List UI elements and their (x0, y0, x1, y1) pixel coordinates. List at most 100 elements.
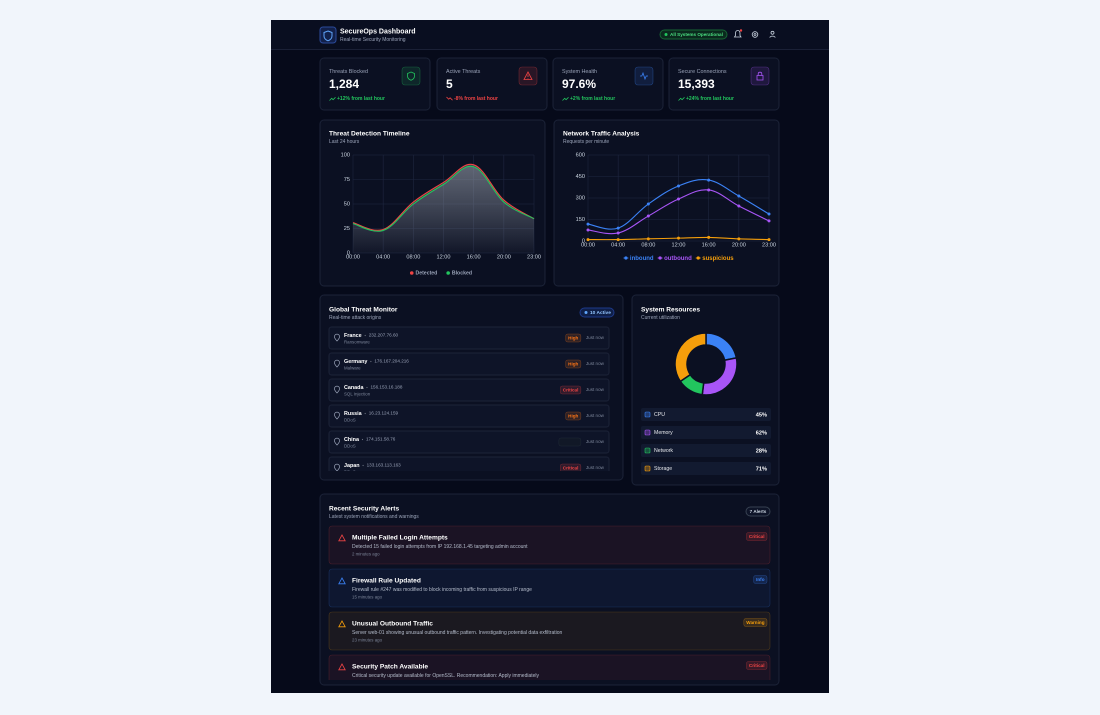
resource-row (641, 444, 771, 457)
stat-icon (640, 71, 648, 81)
alert-item[interactable]: Firewall Rule Updated Firewall rule #247 … (328, 568, 771, 608)
alert-severity-badge (753, 575, 768, 584)
series-point (737, 237, 741, 241)
x-tick-label: 16:00 (467, 254, 481, 260)
series-point (737, 194, 741, 198)
y-tick-label: 100 (341, 152, 350, 158)
alert-list: Multiple Failed Login Attempts Detected 1… (328, 525, 771, 693)
threat-ip: 156.153.16.188 (370, 385, 402, 390)
x-tick-label: 04:00 (611, 242, 625, 248)
threat-ip: 16.23.124.159 (369, 411, 399, 416)
resource-icon (644, 429, 651, 436)
stat-label: System Health (562, 69, 597, 75)
pin-icon (334, 463, 340, 471)
y-tick-label: 600 (576, 152, 585, 158)
alert-severity-badge (746, 532, 768, 541)
separator-dot (361, 438, 364, 441)
resource-value: 45% (756, 412, 767, 418)
stat-label: Secure Connections (678, 69, 727, 75)
chart-subtitle: Requests per minute (563, 139, 609, 145)
section-title: Recent Security Alerts (329, 505, 399, 512)
alert-severity-text: Critical (749, 663, 765, 668)
threat-row[interactable]: Germany 176.167.204.216 Malware Just now Hig… (328, 352, 610, 376)
settings-button[interactable] (751, 31, 759, 38)
profile-button[interactable] (769, 30, 776, 38)
x-tick-label: 20:00 (732, 242, 746, 248)
alert-time: 15 minutes ago (352, 595, 383, 600)
series-point (737, 204, 741, 208)
alert-item[interactable]: Unusual Outbound Traffic Server web-01 sh… (328, 611, 771, 651)
legend-marker (446, 271, 450, 275)
stat-icon-box (401, 66, 421, 86)
x-tick-label: 23:00 (527, 254, 541, 260)
resource-icon (644, 411, 651, 418)
notifications-button[interactable] (733, 29, 743, 38)
y-tick-label: 150 (576, 217, 585, 223)
resource-value: 71% (756, 466, 767, 472)
alert-icon (338, 663, 346, 671)
threat-row[interactable]: Canada 156.153.16.188 SQL Injection Just no… (328, 378, 610, 402)
threat-row[interactable]: Japan 133.163.113.163 DDoS Just now Critical (328, 456, 610, 479)
y-tick-label: 50 (344, 201, 350, 207)
stat-icon (756, 71, 764, 81)
alert-description: Server web-01 showing unusual outbound t… (352, 630, 563, 636)
series-point (767, 219, 771, 223)
series-point (646, 214, 650, 218)
threat-row-bg (328, 456, 610, 471)
threat-country: Canada (344, 385, 364, 391)
severity-badge (560, 463, 582, 471)
stat-value: 15,393 (678, 77, 715, 91)
stat-icon-box (750, 66, 770, 86)
series-point (677, 197, 680, 201)
series-point (767, 212, 771, 216)
x-tick-label: 20:00 (497, 254, 511, 260)
alert-description: Detected 15 failed login attempts from I… (352, 544, 528, 550)
alert-title: Firewall Rule Updated (352, 577, 421, 584)
alert-item[interactable]: Security Patch Available Critical securit… (328, 654, 771, 693)
alert-bg (328, 568, 771, 608)
chart-title: Network Traffic Analysis (563, 130, 640, 137)
chart-title: Threat Detection Timeline (329, 130, 410, 137)
legend-marker (657, 256, 663, 260)
stat-card (436, 57, 548, 111)
active-badge-text: 10 Active (590, 310, 611, 316)
section-title: System Resources (641, 306, 700, 313)
pin-icon (334, 411, 340, 420)
alert-bg (328, 525, 771, 565)
alert-title: Unusual Outbound Traffic (352, 620, 433, 627)
alert-bg (328, 654, 771, 680)
resource-icon (644, 447, 651, 454)
threat-list: France 232.207.76.60 Ransomware Just now Hig… (328, 326, 610, 479)
logo (319, 26, 337, 44)
logo-shield (323, 30, 333, 42)
x-tick-label: 23:00 (762, 242, 776, 248)
threat-row[interactable]: France 232.207.76.60 Ransomware Just now Hig… (328, 326, 610, 350)
threat-country: Japan (344, 463, 360, 469)
stat-card (319, 57, 431, 111)
severity-text: Critical (563, 387, 579, 392)
x-tick-label: 04:00 (376, 254, 390, 260)
series-point (707, 235, 711, 239)
pin-icon (334, 359, 340, 368)
alerts-card (319, 493, 780, 686)
resource-name: CPU (654, 412, 665, 418)
separator-dot (362, 464, 364, 467)
y-tick-label: 75 (344, 177, 350, 183)
trend-icon (446, 96, 453, 101)
alert-item[interactable]: Multiple Failed Login Attempts Detected 1… (328, 525, 771, 565)
threat-time: Just now (586, 335, 605, 340)
x-tick-label: 00:00 (346, 254, 360, 260)
y-tick-label: 25 (344, 226, 350, 232)
series-area (353, 166, 534, 253)
threat-type: Malware (344, 366, 361, 371)
severity-text: High (568, 335, 578, 340)
series-point (586, 238, 590, 242)
legend-marker (623, 256, 629, 260)
x-tick-label: 00:00 (581, 242, 595, 248)
severity-badge (558, 437, 582, 447)
threat-country: Russia (344, 411, 363, 417)
x-tick-label: 16:00 (702, 242, 716, 248)
active-dot (584, 311, 588, 314)
threat-row[interactable]: Russia 16.23.124.159 DDoS Just now High (328, 404, 610, 428)
threat-row[interactable]: China 174.151.58.76 DDoS Just now (328, 430, 610, 454)
